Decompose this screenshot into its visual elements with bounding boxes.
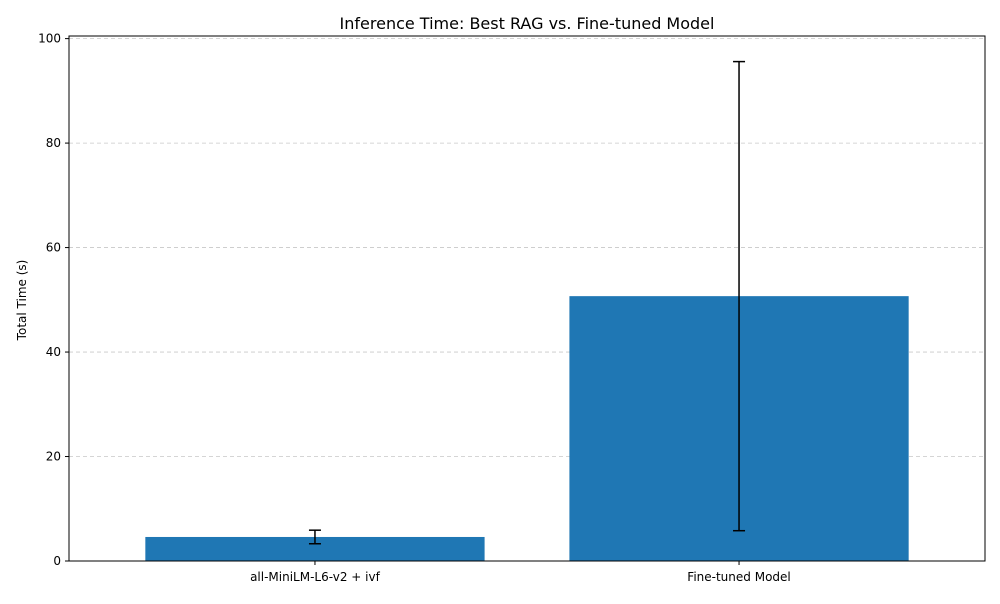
x-axis-ticks: all-MiniLM-L6-v2 + ivf Fine-tuned Model xyxy=(250,561,791,584)
y-axis-label: Total Time (s) xyxy=(15,260,29,342)
y-tick-label: 0 xyxy=(53,554,61,568)
x-tick-label: Fine-tuned Model xyxy=(687,570,790,584)
y-axis-ticks: 0 20 40 60 80 100 xyxy=(38,32,69,568)
y-tick-label: 60 xyxy=(46,241,61,255)
y-tick-label: 80 xyxy=(46,136,61,150)
y-tick-label: 100 xyxy=(38,32,61,46)
y-tick-label: 40 xyxy=(46,345,61,359)
y-tick-label: 20 xyxy=(46,450,61,464)
bars xyxy=(145,296,909,561)
chart-title: Inference Time: Best RAG vs. Fine-tuned … xyxy=(340,14,715,33)
error-bars xyxy=(308,60,746,545)
plot-frame xyxy=(68,35,986,562)
x-tick-label: all-MiniLM-L6-v2 + ivf xyxy=(250,570,381,584)
